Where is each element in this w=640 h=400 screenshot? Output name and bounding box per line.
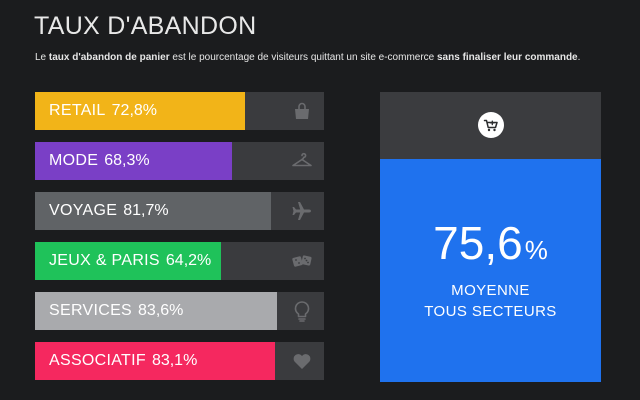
value-label: 64,2% [165, 252, 212, 269]
average-value: 75,6% [380, 218, 601, 275]
bar [35, 242, 221, 280]
bar-label: RETAIL 72,8% [49, 92, 157, 130]
subtitle-part: sans finaliser leur commande [437, 52, 578, 63]
bar-label: SERVICES 83,6% [49, 292, 183, 330]
average-card: 75,6% MOYENNE TOUS SECTEURS [380, 92, 601, 382]
bar-label: MODE 68,3% [49, 142, 150, 180]
page-subtitle: Le taux d'abandon de panier est le pourc… [35, 52, 635, 63]
bar-row: VOYAGE 81,7% [35, 192, 324, 230]
average-label-line2: TOUS SECTEURS [424, 303, 557, 320]
bar [35, 292, 277, 330]
bar-row: MODE 68,3% [35, 142, 324, 180]
average-card-body: 75,6% MOYENNE TOUS SECTEURS [380, 159, 601, 382]
heart-icon [289, 348, 315, 374]
bar [35, 192, 272, 230]
subtitle-part: est le pourcentage de visiteurs quittant… [169, 52, 437, 63]
bar [35, 342, 276, 380]
category-label: MODE [49, 152, 99, 169]
average-card-header [380, 92, 601, 159]
lightbulb-icon [289, 298, 315, 324]
bar [35, 92, 246, 130]
value-label: 83,1% [151, 352, 198, 369]
average-unit: % [524, 235, 548, 265]
subtitle-part: taux d'abandon de panier [48, 52, 170, 63]
category-label: ASSOCIATIF [49, 352, 146, 369]
bar-label: VOYAGE 81,7% [49, 192, 169, 230]
bar-chart: RETAIL 72,8% MODE 68,3% VOYAGE 81,7% JEUX & PA… [35, 92, 324, 392]
subtitle-part: Le [35, 52, 49, 63]
hanger-icon [289, 148, 315, 174]
bar [35, 142, 233, 180]
value-label: 68,3% [104, 152, 150, 169]
airplane-icon [289, 198, 315, 224]
shopping-cart-icon [478, 112, 504, 138]
subtitle-part: . [577, 52, 581, 63]
bar-row: ASSOCIATIF 83,1% [35, 342, 324, 380]
bar-row: SERVICES 83,6% [35, 292, 324, 330]
category-label: VOYAGE [49, 202, 118, 219]
bar-label: ASSOCIATIF 83,1% [49, 342, 197, 380]
bar-row: RETAIL 72,8% [35, 92, 324, 130]
value-label: 72,8% [111, 102, 158, 119]
category-label: SERVICES [49, 302, 133, 319]
average-number: 75,6 [433, 217, 523, 269]
value-label: 83,6% [138, 302, 184, 319]
page-title: TAUX D'ABANDON [34, 12, 257, 40]
category-label: JEUX & PARIS [49, 252, 160, 269]
category-label: RETAIL [49, 102, 106, 119]
average-label-line1: MOYENNE [451, 282, 530, 299]
bar-row: JEUX & PARIS 64,2% [35, 242, 324, 280]
handbag-icon [289, 98, 315, 124]
value-label: 81,7% [123, 202, 169, 219]
bar-label: JEUX & PARIS 64,2% [49, 242, 211, 280]
dice-icon [289, 248, 315, 274]
